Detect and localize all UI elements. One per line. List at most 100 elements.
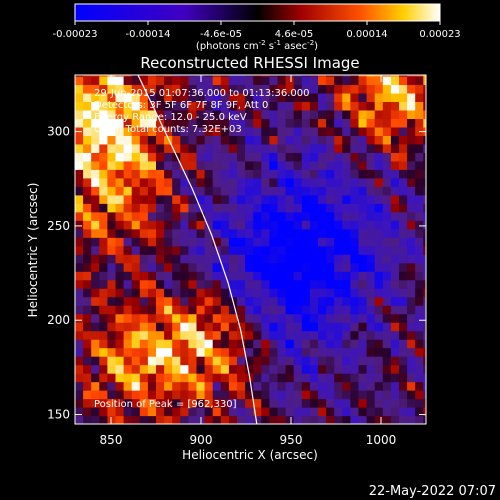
heatmap-cell bbox=[91, 398, 100, 408]
heatmap-cell bbox=[180, 356, 189, 366]
heatmap-cell bbox=[212, 373, 222, 383]
heatmap-cell bbox=[269, 390, 279, 400]
heatmap-cell bbox=[147, 373, 157, 383]
heatmap-cell bbox=[293, 279, 303, 289]
heatmap-cell bbox=[415, 245, 424, 255]
heatmap-cell bbox=[228, 262, 238, 272]
heatmap-cell bbox=[423, 356, 426, 366]
heatmap-cell bbox=[131, 364, 141, 374]
heatmap-cell bbox=[358, 339, 368, 349]
heatmap-cell bbox=[423, 84, 426, 94]
heatmap-cell bbox=[245, 254, 254, 264]
heatmap-cell bbox=[245, 356, 254, 366]
heatmap-cell bbox=[366, 407, 376, 417]
heatmap-cell bbox=[180, 75, 189, 86]
heatmap-cell bbox=[382, 228, 392, 238]
heatmap-cell bbox=[115, 211, 125, 221]
heatmap-cell bbox=[374, 373, 384, 383]
heatmap-cell bbox=[107, 381, 117, 391]
heatmap-cell bbox=[358, 169, 368, 179]
heatmap-cell bbox=[212, 152, 222, 162]
heatmap-cell bbox=[318, 271, 327, 281]
heatmap-cell bbox=[383, 59, 392, 68]
heatmap-cell bbox=[99, 288, 108, 298]
heatmap-cell bbox=[139, 313, 149, 323]
heatmap-cell bbox=[139, 126, 149, 136]
heatmap-cell bbox=[204, 347, 214, 357]
heatmap-cell bbox=[285, 245, 295, 255]
heatmap-cell bbox=[107, 203, 117, 213]
heatmap-cell bbox=[390, 254, 400, 264]
heatmap-cell bbox=[107, 186, 117, 196]
heatmap-cell bbox=[326, 152, 335, 162]
heatmap-cell bbox=[91, 118, 100, 128]
heatmap-cell bbox=[123, 330, 133, 340]
heatmap-cell bbox=[399, 398, 408, 408]
heatmap-cell bbox=[172, 356, 181, 366]
heatmap-cell bbox=[172, 313, 181, 323]
heatmap-cell bbox=[423, 339, 426, 349]
heatmap-cell bbox=[350, 245, 360, 255]
heatmap-cell bbox=[164, 313, 173, 323]
heatmap-cell bbox=[204, 169, 214, 179]
heatmap-cell bbox=[212, 118, 222, 128]
heatmap-cell bbox=[374, 313, 384, 323]
heatmap-cell bbox=[407, 177, 416, 187]
heatmap-cell bbox=[99, 118, 108, 128]
heatmap-cell bbox=[107, 92, 117, 103]
heatmap-cell bbox=[245, 186, 254, 196]
heatmap-cell bbox=[277, 84, 287, 94]
heatmap-cell bbox=[261, 92, 270, 103]
heatmap-cell bbox=[139, 390, 149, 400]
heatmap-cell bbox=[309, 313, 319, 323]
heatmap-cell bbox=[293, 160, 303, 170]
heatmap-cell bbox=[237, 339, 246, 349]
heatmap-cell bbox=[318, 101, 327, 111]
heatmap-cell bbox=[123, 237, 133, 247]
heatmap-cell bbox=[374, 237, 384, 247]
heatmap-cell bbox=[390, 415, 400, 424]
heatmap-cell bbox=[269, 313, 279, 323]
heatmap-cell bbox=[212, 109, 222, 119]
heatmap-cell bbox=[382, 322, 392, 332]
heatmap-cell bbox=[188, 237, 198, 247]
heatmap-cell bbox=[83, 75, 92, 86]
heatmap-cell bbox=[277, 398, 287, 408]
heatmap-cell bbox=[309, 194, 319, 204]
heatmap-cell bbox=[212, 288, 222, 298]
heatmap-cell bbox=[172, 109, 181, 119]
heatmap-cell bbox=[415, 101, 424, 111]
y-tick-label: 250 bbox=[47, 219, 70, 233]
heatmap-cell bbox=[374, 347, 384, 357]
heatmap-cell bbox=[196, 135, 206, 145]
heatmap-cell bbox=[318, 330, 327, 340]
heatmap-cell bbox=[196, 143, 206, 153]
heatmap-cell bbox=[399, 203, 408, 213]
heatmap-cell bbox=[172, 271, 181, 281]
heatmap-cell bbox=[350, 305, 360, 315]
heatmap-cell bbox=[99, 126, 108, 136]
heatmap-cell bbox=[204, 152, 214, 162]
heatmap-cell bbox=[309, 296, 319, 306]
heatmap-cell bbox=[399, 143, 408, 153]
heatmap-cell bbox=[277, 126, 287, 136]
heatmap-cell bbox=[196, 296, 206, 306]
heatmap-cell bbox=[83, 305, 92, 315]
heatmap-cell bbox=[390, 126, 400, 136]
heatmap-cell bbox=[204, 228, 214, 238]
heatmap-cell bbox=[382, 347, 392, 357]
heatmap-cell bbox=[285, 415, 295, 424]
heatmap-cell bbox=[366, 279, 376, 289]
heatmap-cell bbox=[342, 143, 351, 153]
heatmap-cell bbox=[115, 347, 125, 357]
heatmap-cell bbox=[75, 92, 84, 103]
heatmap-cell bbox=[277, 373, 287, 383]
heatmap-cell bbox=[374, 279, 384, 289]
heatmap-cell bbox=[196, 279, 206, 289]
heatmap-cell bbox=[423, 118, 426, 128]
heatmap-cell bbox=[334, 254, 343, 264]
heatmap-cell bbox=[131, 135, 141, 145]
heatmap-cell bbox=[83, 220, 92, 230]
x-axis-label: Heliocentric X (arcsec) bbox=[182, 448, 318, 462]
heatmap-cell bbox=[228, 254, 238, 264]
